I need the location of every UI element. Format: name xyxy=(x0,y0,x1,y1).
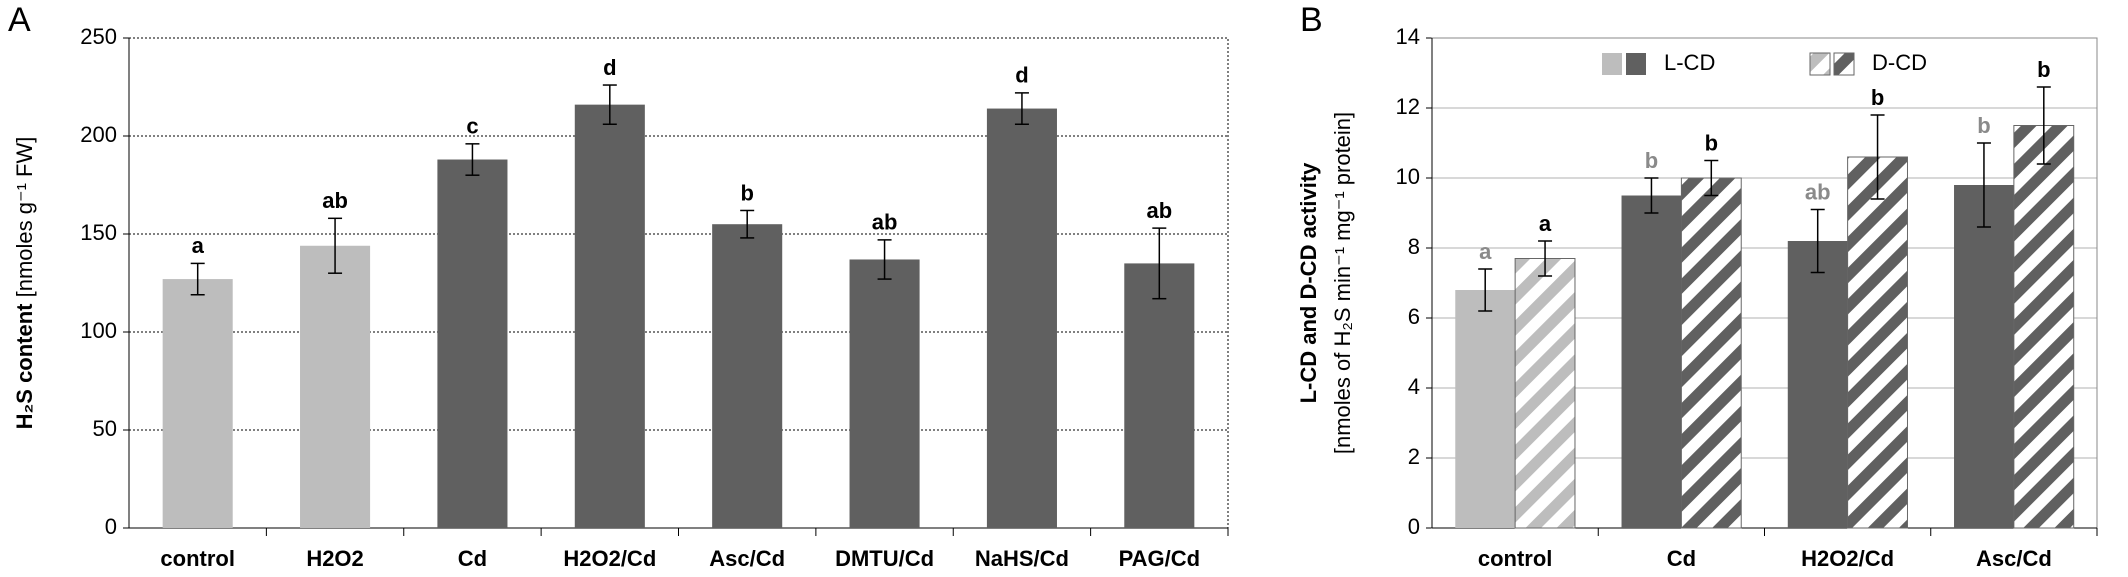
y-axis-label: L-CD and D-CD activity xyxy=(1296,162,1321,404)
bar xyxy=(1787,241,1848,528)
y-tick-label: 0 xyxy=(1408,514,1420,539)
legend-label: D-CD xyxy=(1872,50,1927,75)
x-tick-label: Asc/Cd xyxy=(1976,546,2052,571)
panel-label: A xyxy=(8,1,31,39)
bar xyxy=(2013,125,2075,529)
significance-letter: b xyxy=(1977,113,1990,138)
bar xyxy=(712,224,783,528)
x-tick-label: H2O2/Cd xyxy=(1801,546,1894,571)
bar xyxy=(1621,195,1682,528)
significance-letter: b xyxy=(740,180,753,205)
legend-swatch xyxy=(1809,52,1831,76)
legend-swatch xyxy=(1833,52,1855,76)
bar xyxy=(162,279,233,528)
bar xyxy=(1847,156,1908,529)
y-axis-label-bold: H₂S content xyxy=(12,303,37,430)
significance-letter: ab xyxy=(1146,198,1172,223)
significance-letter: b xyxy=(1705,130,1718,155)
significance-letter: ab xyxy=(872,210,898,235)
bar xyxy=(574,104,645,528)
y-tick-label: 50 xyxy=(93,416,117,441)
bar xyxy=(1680,177,1742,529)
bar xyxy=(1514,258,1576,529)
x-tick-label: Cd xyxy=(458,546,487,571)
significance-letter: a xyxy=(1539,211,1552,236)
y-axis-label-unit: [nmoles g⁻¹ FW] xyxy=(12,137,37,304)
bar xyxy=(437,159,508,528)
bar xyxy=(849,259,920,528)
plot-frame xyxy=(128,37,1229,529)
x-tick-label: control xyxy=(160,546,235,571)
y-tick-label: 14 xyxy=(1396,24,1420,49)
significance-letter: a xyxy=(192,233,205,258)
x-tick-label: Cd xyxy=(1667,546,1696,571)
x-tick-label: PAG/Cd xyxy=(1119,546,1200,571)
bar xyxy=(300,245,371,528)
x-tick-label: NaHS/Cd xyxy=(975,546,1069,571)
legend-label: L-CD xyxy=(1664,50,1715,75)
y-tick-label: 10 xyxy=(1396,164,1420,189)
legend-swatch xyxy=(1602,53,1622,75)
y-tick-label: 150 xyxy=(80,220,117,245)
significance-letter: d xyxy=(1015,63,1028,88)
y-tick-label: 6 xyxy=(1408,304,1420,329)
x-tick-label: control xyxy=(1478,546,1553,571)
y-tick-label: 2 xyxy=(1408,444,1420,469)
significance-letter: b xyxy=(2037,57,2050,82)
significance-letter: b xyxy=(1645,148,1658,173)
significance-letter: b xyxy=(1871,85,1884,110)
legend-swatch xyxy=(1626,53,1646,75)
y-tick-label: 12 xyxy=(1396,94,1420,119)
y-tick-label: 0 xyxy=(105,514,117,539)
bar xyxy=(1954,185,2014,528)
x-tick-label: H2O2 xyxy=(306,546,363,571)
significance-letter: c xyxy=(466,114,478,139)
significance-letter: ab xyxy=(322,188,348,213)
significance-letter: d xyxy=(603,55,616,80)
y-axis-label: [nmoles of H₂S min⁻¹ mg⁻¹ protein] xyxy=(1330,112,1355,454)
x-tick-label: Asc/Cd xyxy=(709,546,785,571)
y-tick-label: 8 xyxy=(1408,234,1420,259)
x-tick-label: DMTU/Cd xyxy=(835,546,934,571)
x-tick-label: H2O2/Cd xyxy=(563,546,656,571)
bar xyxy=(1455,290,1516,528)
y-tick-label: 200 xyxy=(80,122,117,147)
bar xyxy=(986,108,1057,528)
y-tick-label: 100 xyxy=(80,318,117,343)
significance-letter: ab xyxy=(1805,179,1831,204)
y-tick-label: 4 xyxy=(1408,374,1420,399)
panel-label: B xyxy=(1300,1,1323,39)
bar xyxy=(1124,263,1195,528)
y-axis-label: H₂S content [nmoles g⁻¹ FW] xyxy=(12,137,37,430)
y-tick-label: 250 xyxy=(80,24,117,49)
significance-letter: a xyxy=(1479,239,1492,264)
